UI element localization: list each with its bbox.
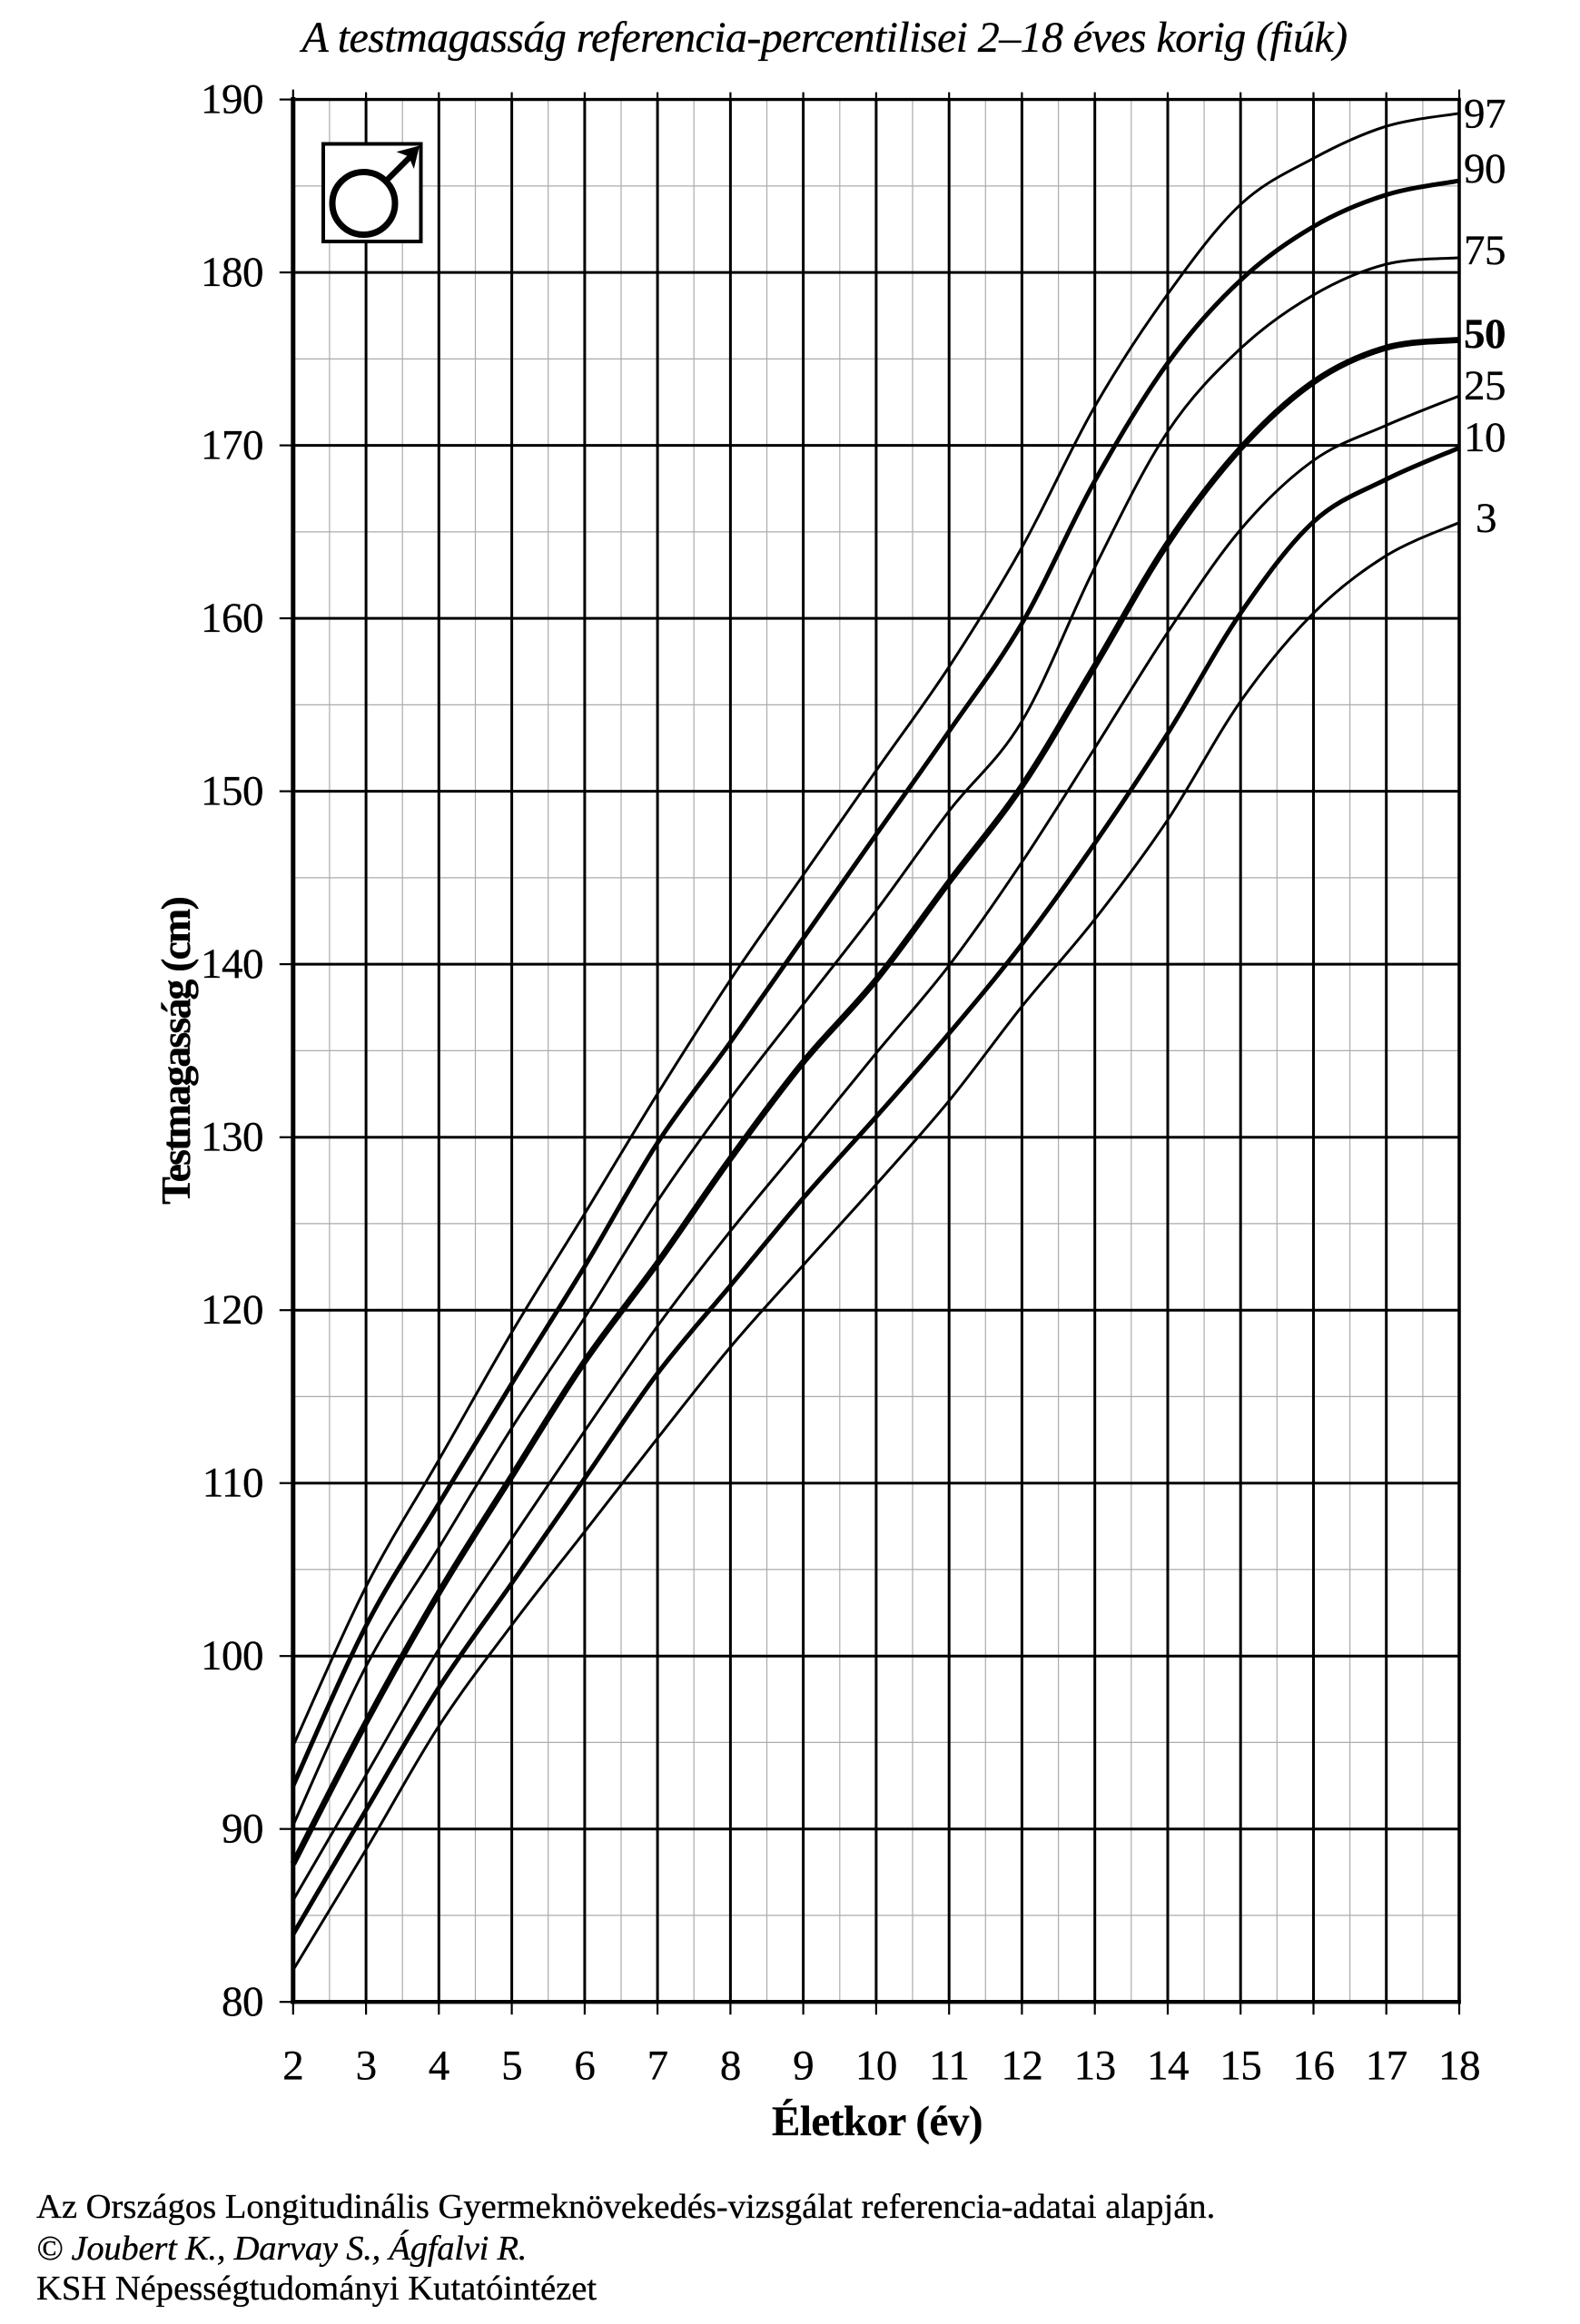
svg-text:90: 90 bbox=[222, 1806, 263, 1853]
svg-text:3: 3 bbox=[1476, 495, 1496, 542]
svg-text:190: 190 bbox=[201, 76, 263, 123]
svg-text:4: 4 bbox=[429, 2043, 449, 2090]
svg-text:18: 18 bbox=[1438, 2043, 1480, 2090]
svg-text:3: 3 bbox=[356, 2043, 377, 2090]
svg-text:KSH Népességtudományi Kutatóin: KSH Népességtudományi Kutatóintézet bbox=[36, 2270, 597, 2308]
svg-text:9: 9 bbox=[793, 2043, 814, 2090]
svg-text:6: 6 bbox=[574, 2043, 595, 2090]
svg-text:14: 14 bbox=[1147, 2043, 1189, 2090]
svg-text:A testmagasság referencia-perc: A testmagasság referencia-percentilisei … bbox=[300, 14, 1348, 62]
svg-text:2: 2 bbox=[282, 2043, 303, 2090]
svg-text:7: 7 bbox=[647, 2043, 668, 2090]
svg-text:170: 170 bbox=[201, 422, 263, 469]
svg-text:Az Országos Longitudinális Gye: Az Országos Longitudinális Gyermeknöveke… bbox=[36, 2188, 1215, 2226]
svg-text:110: 110 bbox=[202, 1460, 263, 1507]
svg-text:50: 50 bbox=[1464, 310, 1506, 358]
svg-text:80: 80 bbox=[222, 1978, 263, 2025]
svg-text:12: 12 bbox=[1001, 2043, 1042, 2090]
svg-text:5: 5 bbox=[501, 2043, 522, 2090]
svg-text:160: 160 bbox=[201, 595, 263, 642]
svg-text:15: 15 bbox=[1220, 2043, 1261, 2090]
svg-text:75: 75 bbox=[1464, 227, 1506, 274]
svg-text:25: 25 bbox=[1464, 362, 1506, 409]
svg-text:10: 10 bbox=[855, 2043, 897, 2090]
svg-text:97: 97 bbox=[1464, 91, 1506, 138]
svg-text:Életkor (év): Életkor (év) bbox=[772, 2098, 983, 2145]
svg-text:8: 8 bbox=[720, 2043, 741, 2090]
svg-text:130: 130 bbox=[201, 1114, 263, 1161]
svg-text:90: 90 bbox=[1464, 145, 1506, 192]
svg-text:17: 17 bbox=[1366, 2043, 1407, 2090]
svg-text:16: 16 bbox=[1293, 2043, 1335, 2090]
svg-text:180: 180 bbox=[201, 249, 263, 296]
svg-text:© Joubert K., Darvay S., Ágfal: © Joubert K., Darvay S., Ágfalvi R. bbox=[36, 2230, 527, 2268]
svg-text:120: 120 bbox=[201, 1286, 263, 1334]
svg-text:13: 13 bbox=[1074, 2043, 1116, 2090]
svg-text:10: 10 bbox=[1464, 414, 1506, 461]
svg-text:Testmagasság (cm): Testmagasság (cm) bbox=[153, 898, 199, 1205]
svg-text:100: 100 bbox=[201, 1632, 263, 1679]
svg-text:150: 150 bbox=[201, 768, 263, 815]
svg-text:11: 11 bbox=[929, 2043, 969, 2090]
svg-text:140: 140 bbox=[201, 940, 263, 988]
